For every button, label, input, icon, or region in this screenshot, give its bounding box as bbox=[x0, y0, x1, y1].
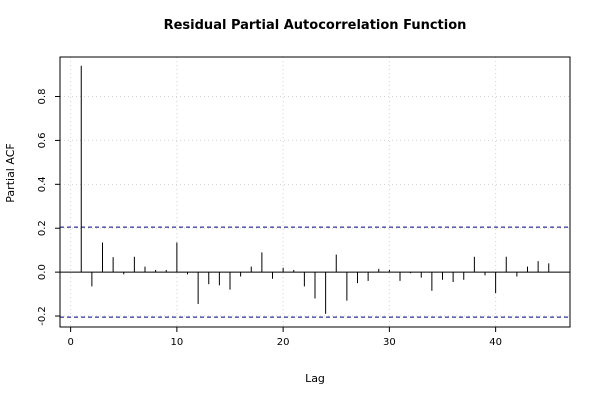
x-tick-label: 30 bbox=[383, 337, 396, 348]
y-tick-label: -0.2 bbox=[37, 306, 48, 326]
chart-title: Residual Partial Autocorrelation Functio… bbox=[164, 18, 467, 33]
confidence-bounds bbox=[60, 226, 570, 318]
y-tick-label: 0.2 bbox=[37, 220, 48, 236]
x-tick-label: 10 bbox=[171, 337, 184, 348]
x-axis-label: Lag bbox=[305, 372, 325, 385]
y-axis: -0.2 0.0 0.2 0.4 0.6 0.8 bbox=[37, 89, 60, 326]
y-tick-label: 0.4 bbox=[37, 176, 48, 192]
plot-box bbox=[59, 56, 571, 328]
y-tick-label: 0.8 bbox=[37, 89, 48, 105]
pacf-bars bbox=[80, 65, 550, 314]
y-tick-label: 0.0 bbox=[37, 264, 48, 280]
y-tick-label: 0.6 bbox=[37, 132, 48, 148]
x-tick-label: 40 bbox=[489, 337, 502, 348]
x-tick-label: 0 bbox=[67, 337, 73, 348]
x-axis: 0 10 20 30 40 bbox=[67, 327, 502, 348]
x-tick-label: 20 bbox=[277, 337, 290, 348]
y-axis-label: Partial ACF bbox=[4, 143, 17, 202]
